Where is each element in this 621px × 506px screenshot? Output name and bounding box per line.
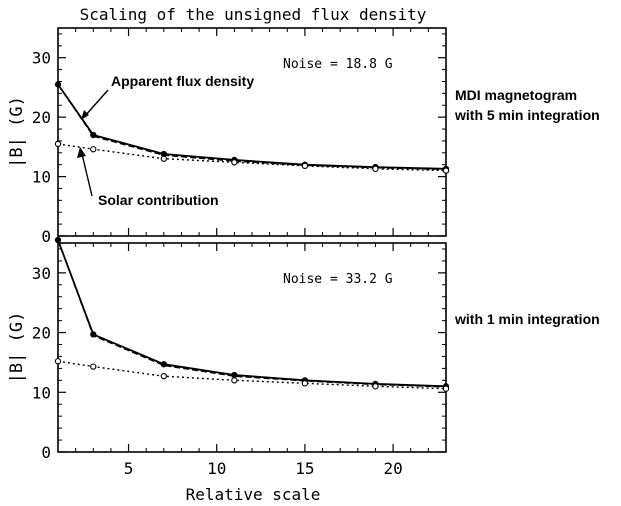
data-point (90, 363, 97, 370)
callout-solar-contribution: Solar contribution (98, 192, 219, 208)
data-point (442, 385, 450, 392)
top-panel: 0 10 20 30 |B| (G) Noise = 18.8 G Apparent flu… (7, 27, 450, 246)
noise-annotation: Noise = 18.8 G (283, 57, 393, 72)
data-point (54, 358, 62, 365)
data-point (160, 155, 167, 162)
y-tick-label: 20 (32, 324, 51, 343)
data-point (442, 167, 450, 174)
x-axis-label: Relative scale (186, 485, 321, 504)
data-point (231, 159, 238, 166)
y-tick-label: 20 (32, 108, 51, 127)
callout-apparent-flux-density: Apparent flux density (111, 73, 254, 89)
y-tick-label: 0 (41, 227, 51, 246)
callout-arrowhead (81, 110, 89, 120)
data-point (54, 140, 62, 148)
callout-arrow (81, 153, 93, 197)
data-point (372, 383, 379, 390)
data-point (372, 165, 379, 172)
y-tick-label: 0 (41, 443, 51, 462)
x-tick-label: 20 (383, 459, 402, 478)
data-point (160, 373, 167, 380)
y-tick-label: 30 (32, 49, 51, 68)
noise-annotation: Noise = 33.2 G (283, 272, 393, 287)
x-tick-label: 10 (207, 459, 226, 478)
y-axis-label: |B| (G) (7, 312, 27, 384)
x-tick-label: 5 (124, 459, 134, 478)
callout-arrow (84, 89, 109, 117)
side-note-top: MDI magnetogram with 5 min integration (455, 87, 600, 123)
chart-title: Scaling of the unsigned flux density (80, 5, 427, 24)
x-tick-label: 15 (295, 459, 314, 478)
side-note-bottom: with 1 min integration (455, 311, 600, 327)
data-point (301, 162, 309, 170)
y-tick-label: 30 (32, 264, 51, 283)
data-point (301, 380, 309, 387)
bottom-panel: 0 10 20 30 5 10 15 20 |B| (G) Noise = 33.2 G (7, 236, 450, 478)
data-point (90, 146, 97, 153)
series-line (57, 239, 447, 388)
data-point (231, 377, 238, 384)
series-line (57, 84, 447, 171)
y-axis-label: |B| (G) (7, 96, 27, 168)
callout-arrowhead (77, 147, 86, 158)
y-tick-label: 10 (32, 168, 51, 187)
data-point (231, 371, 238, 379)
series-line (57, 239, 447, 388)
y-tick-label: 10 (32, 383, 51, 402)
series-line (57, 83, 447, 170)
